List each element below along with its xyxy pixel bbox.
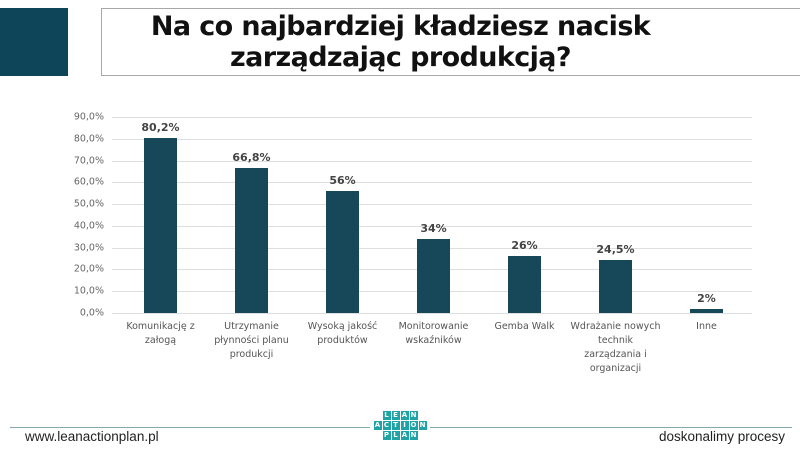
accent-block: [0, 8, 68, 76]
category-label-line: Gemba Walk: [494, 321, 555, 332]
y-axis-tick-label: 60,0%: [73, 176, 104, 188]
gridline: [112, 139, 752, 140]
category-label-line: Wysoką jakość: [307, 321, 378, 332]
logo-letter-tile: O: [409, 421, 418, 430]
category-label-line: Monitorowanie: [398, 321, 469, 332]
bar-value-label: 56%: [329, 174, 356, 188]
logo-letter-tile: E: [391, 411, 400, 420]
x-axis-category-label: Wdrażanie nowych technik zarządzania i orga…: [570, 320, 662, 376]
category-label-line: załogą: [144, 335, 177, 346]
logo-letter-tile: A: [400, 411, 409, 420]
x-axis-category-label: Utrzymanie płynności planu produkcji: [206, 320, 298, 362]
page-title: Na co najbardziej kładziesz nacisk zarzą…: [101, 8, 700, 76]
logo-letter-tile: N: [409, 431, 418, 440]
gridline: [112, 161, 752, 162]
category-label-line: technik: [598, 335, 633, 346]
category-label-line: produktów: [317, 335, 368, 346]
bar-value-label: 26%: [511, 239, 538, 253]
title-line-2: zarządzając produkcją?: [230, 42, 572, 73]
title-line-1: Na co najbardziej kładziesz nacisk: [150, 11, 651, 42]
title-box: [101, 8, 800, 76]
x-axis-category-label: Monitorowanie wskaźników: [388, 320, 480, 348]
category-label-line: wskaźników: [405, 335, 462, 346]
category-label-line: organizacji: [589, 363, 642, 374]
y-axis-tick-label: 90,0%: [73, 111, 104, 123]
bar: [690, 308, 723, 313]
y-axis-tick-label: 10,0%: [73, 285, 104, 297]
bar-value-label: 34%: [420, 221, 447, 235]
bar: [599, 259, 632, 313]
y-axis-tick-label: 50,0%: [73, 198, 104, 210]
bar: [417, 238, 450, 313]
y-axis-tick-label: 30,0%: [73, 242, 104, 254]
gridline: [112, 204, 752, 205]
category-label-line: produkcji: [229, 349, 274, 360]
category-label-line: Utrzymanie: [224, 321, 279, 332]
x-axis-category-label: Gemba Walk: [479, 320, 571, 334]
bar-value-label: 2%: [697, 291, 716, 305]
bar-value-label: 66,8%: [232, 150, 271, 164]
logo-letter-tile: I: [400, 421, 409, 430]
footer-url-link[interactable]: www.leanactionplan.pl: [25, 429, 159, 444]
bar: [508, 256, 541, 313]
bar: [144, 138, 177, 313]
logo-letter-tile: T: [391, 421, 400, 430]
logo-letter-tile: L: [391, 431, 400, 440]
logo-letter-tile: C: [382, 421, 391, 430]
category-label-line: Komunikację z: [126, 321, 195, 332]
gridline: [112, 182, 752, 183]
bar-value-label: 24,5%: [596, 242, 635, 256]
logo-letter-tile: N: [418, 421, 427, 430]
gridline: [112, 117, 752, 118]
y-axis-tick-label: 70,0%: [73, 155, 104, 167]
bar: [235, 167, 268, 313]
category-label-line: Wdrażanie nowych: [570, 321, 661, 332]
bar-value-label: 80,2%: [141, 121, 180, 135]
category-label-line: zarządzania i: [584, 349, 647, 360]
logo-letter-tile: L: [382, 411, 391, 420]
x-axis-category-label: Komunikację z załogą: [115, 320, 207, 348]
gridline: [112, 313, 752, 314]
bar: [326, 191, 359, 313]
logo-letter-tile: N: [409, 411, 418, 420]
footer-tagline: doskonalimy procesy: [658, 429, 785, 444]
gridline: [112, 226, 752, 227]
logo-letter-tile: A: [373, 421, 382, 430]
y-axis-tick-label: 20,0%: [73, 263, 104, 275]
logo-letter-tile: P: [382, 431, 391, 440]
y-axis-tick-label: 40,0%: [73, 220, 104, 232]
x-axis-category-label: Inne: [661, 320, 753, 334]
category-label-line: płynności planu: [214, 335, 289, 346]
x-axis-category-label: Wysoką jakość produktów: [297, 320, 389, 348]
category-label-line: Inne: [696, 321, 717, 332]
logo-letter-tile: A: [400, 431, 409, 440]
y-axis-tick-label: 80,0%: [73, 133, 104, 145]
y-axis-tick-label: 0,0%: [79, 307, 104, 319]
